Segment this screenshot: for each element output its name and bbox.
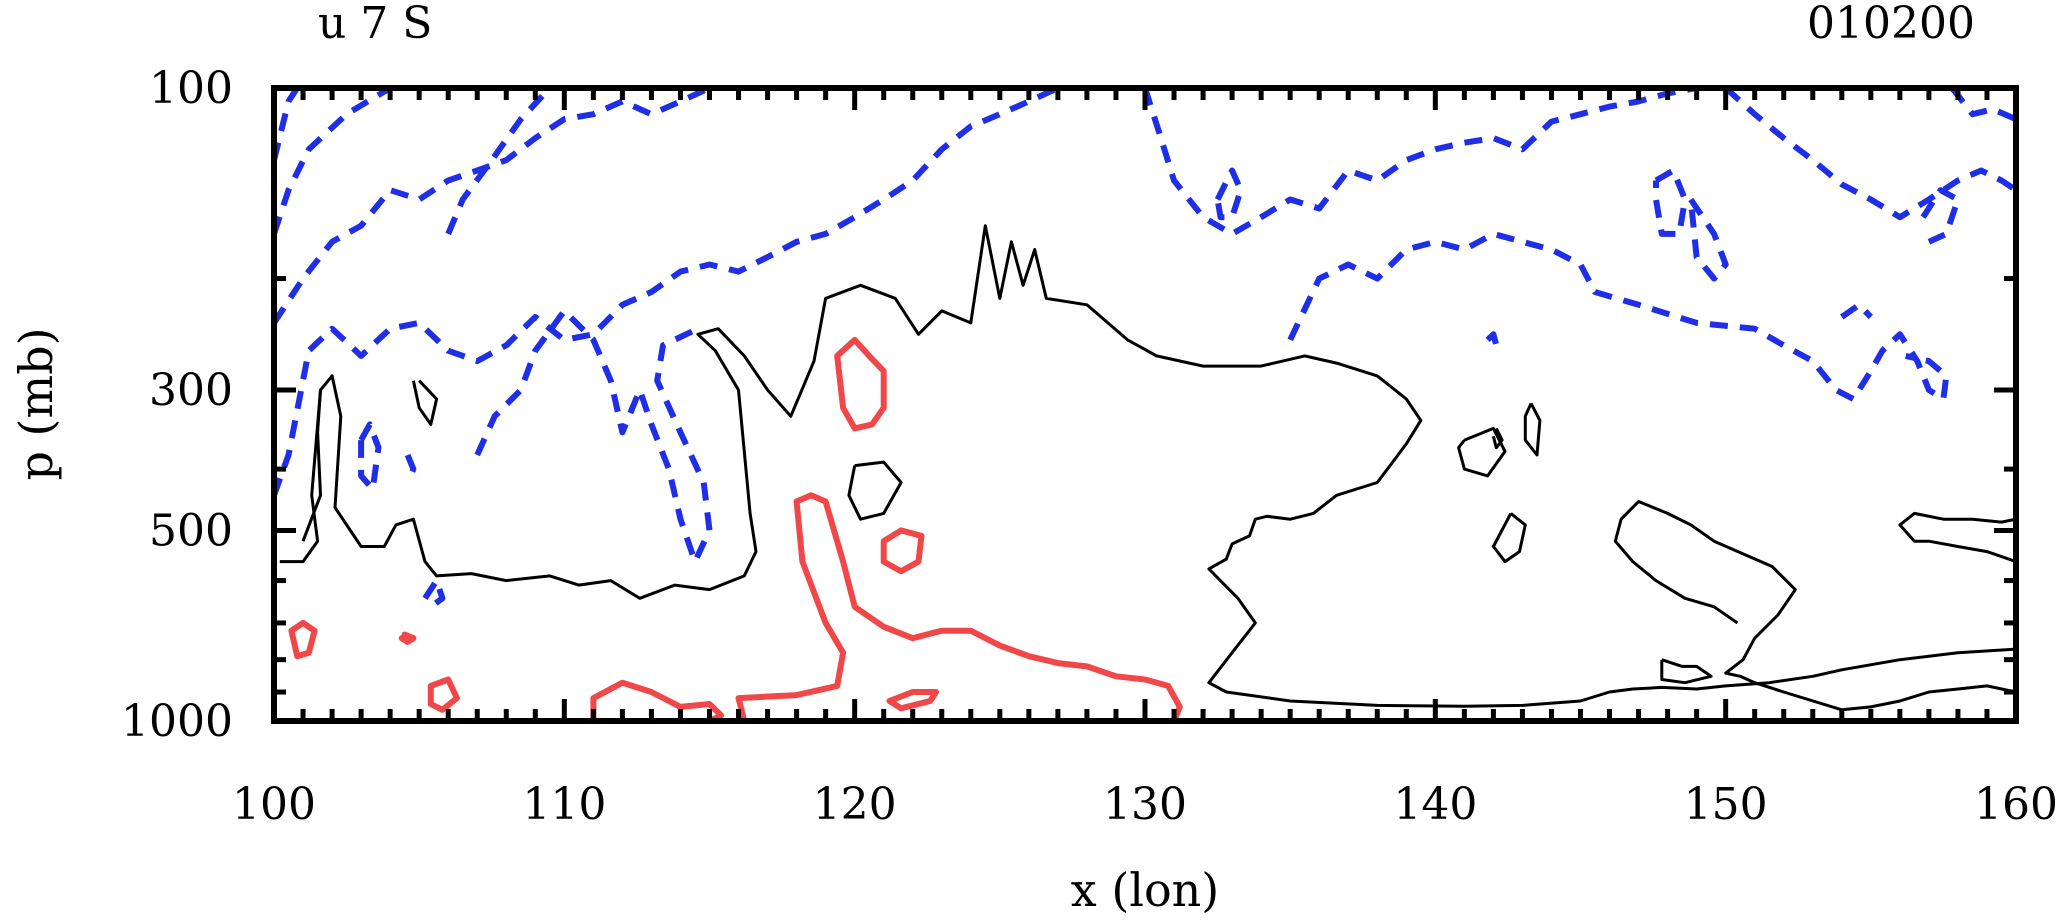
contour-line [1723,88,2016,221]
contour-line [1142,88,1698,237]
chart-title-left: u 7 S [318,0,432,49]
contour-line [1949,88,2016,122]
x-tick-label: 160 [1974,779,2058,830]
contour-line [880,527,925,575]
contour-line [1491,427,1504,450]
contour-line [1491,512,1527,564]
x-axis-label: x (lon) [1071,863,1220,917]
contour-line [1613,500,2016,712]
axis-ticks [271,85,2019,724]
chart-title-right: 010200 [1807,0,1975,49]
contour-line [474,307,713,565]
contour-line [274,88,300,161]
contour-line [1920,187,1961,245]
contour-series-0 [279,224,2016,712]
contour-line [445,88,552,236]
contour-line [279,224,2016,708]
x-tick-label: 110 [522,779,606,830]
contour-line [1287,230,1950,402]
contour-series-1 [288,336,1183,721]
contour-series-2 [274,88,2016,610]
y-tick-label: 1000 [121,696,233,747]
contour-line [590,679,725,721]
contour-line [274,88,1060,497]
contour-line [398,631,417,645]
y-tick-label: 300 [149,365,233,416]
contour-line [288,619,318,660]
contour-line [411,379,439,426]
contour-line [274,88,392,235]
contour-line [358,421,382,492]
contour-line [1840,301,1873,320]
contour-line [1687,197,1729,282]
contour-line [1523,402,1542,457]
contour-line [793,492,1183,721]
contour-line [1653,167,1688,237]
contour-line [1214,167,1244,221]
contour-line [735,498,847,721]
contour-line [1457,426,1507,478]
y-tick-label: 500 [149,505,233,556]
contour-line [1485,331,1500,347]
contour-line [834,336,887,432]
contour-line [1898,511,2016,564]
x-tick-label: 130 [1103,779,1187,830]
tick-labels: 100 110 120 130 140 150 160 100 300 500 1000 [121,63,2058,830]
contour-line [1660,658,1713,685]
contour-line [886,689,939,712]
contour-line [427,676,460,713]
x-tick-label: 150 [1684,779,1768,830]
x-tick-label: 120 [813,779,897,830]
y-axis-label: p (mb) [9,327,63,480]
x-tick-label: 100 [232,779,316,830]
contour-line [847,460,903,521]
y-tick-label: 100 [149,63,233,114]
contour-line [274,88,711,325]
contour-lines [274,88,2016,721]
contour-line [301,389,322,542]
contour-line [404,453,417,484]
contour-line [422,577,446,610]
plot-frame [271,85,2019,724]
x-tick-label: 140 [1393,779,1477,830]
